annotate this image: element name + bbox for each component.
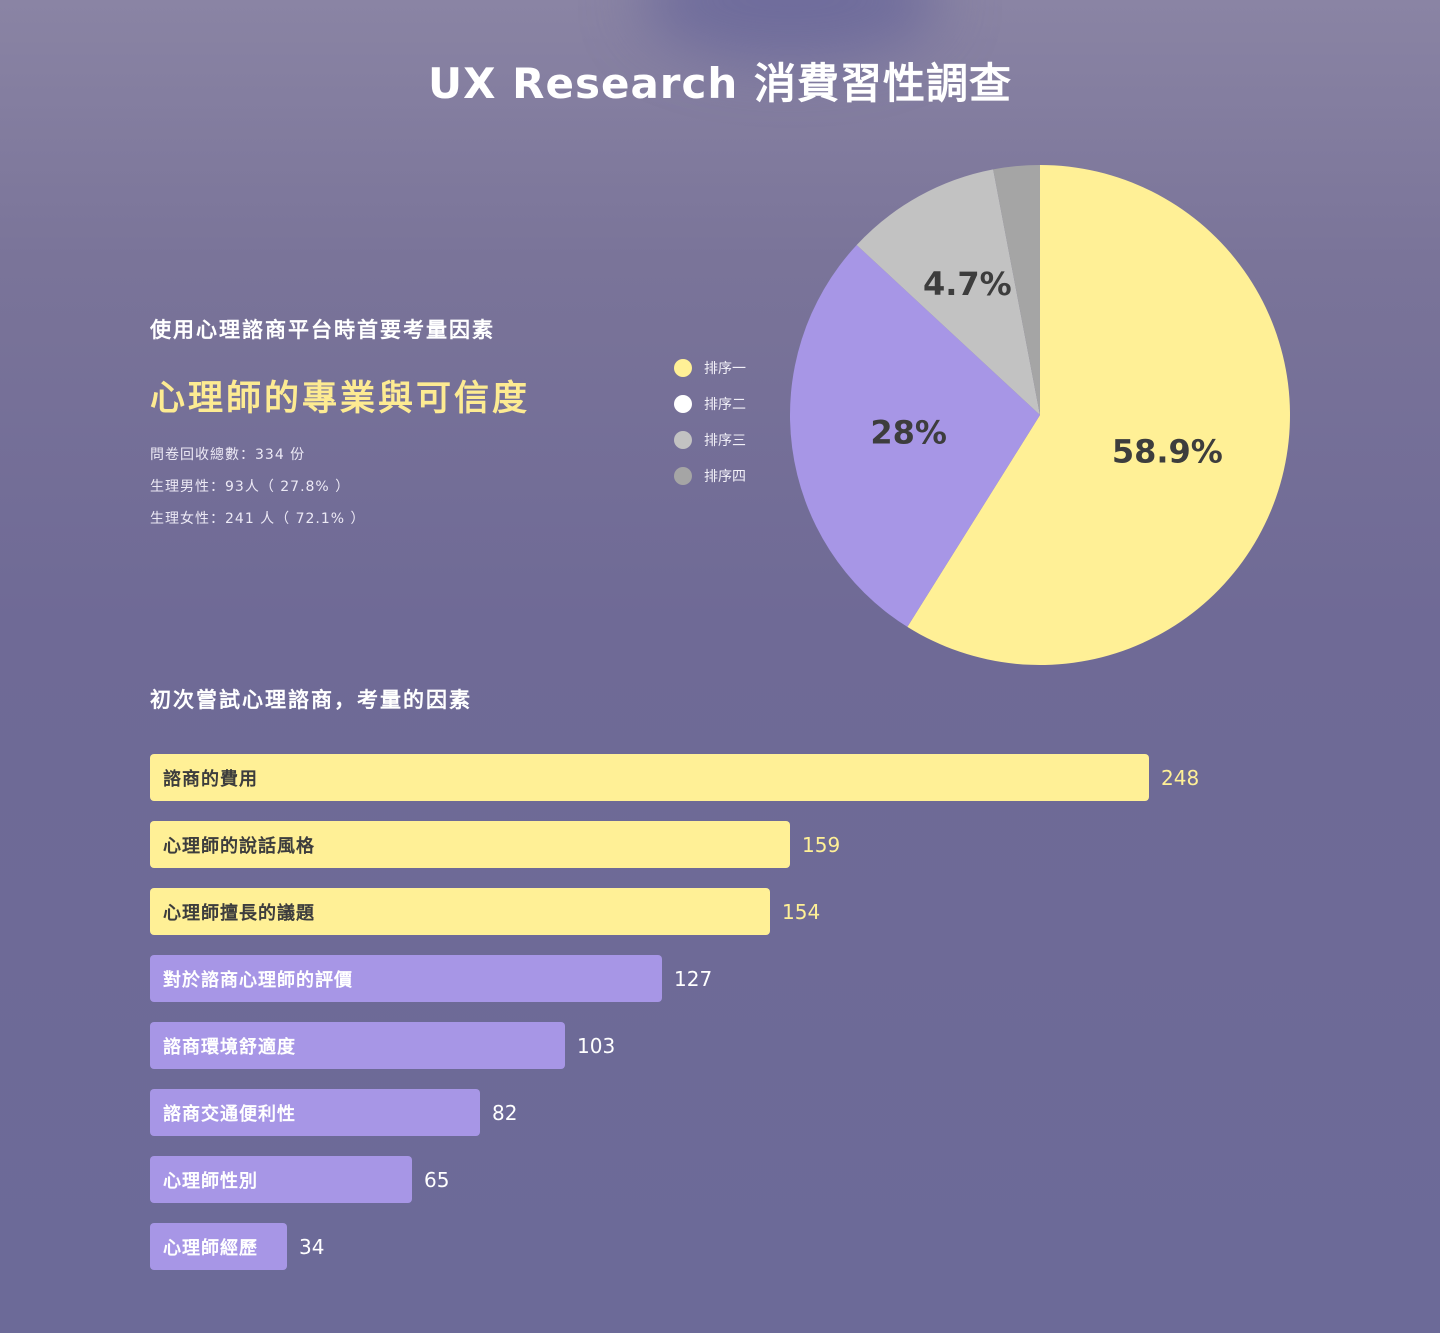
legend-item: 排序四 xyxy=(674,458,746,494)
survey-total: 問卷回收總數：334 份 xyxy=(150,447,306,463)
bar-row: 心理師擅長的議題 154 xyxy=(150,888,820,935)
legend-item: 排序三 xyxy=(674,422,746,458)
bar: 諮商環境舒適度 xyxy=(150,1022,565,1069)
bar-row: 心理師性別 65 xyxy=(150,1156,449,1203)
legend-label: 排序四 xyxy=(704,469,746,485)
bar-row: 諮商環境舒適度 103 xyxy=(150,1022,615,1069)
bar-value-label: 159 xyxy=(802,832,841,857)
pie-slice xyxy=(907,165,1290,665)
bar: 心理師性別 xyxy=(150,1156,412,1203)
question-1-answer: 心理師的專業與可信度 xyxy=(150,379,531,419)
legend-dot xyxy=(674,395,692,413)
legend-item: 排序二 xyxy=(674,386,746,422)
bar: 諮商交通便利性 xyxy=(150,1089,480,1136)
bar-value-label: 82 xyxy=(492,1100,518,1125)
question-2-label: 初次嘗試心理諮商，考量的因素 xyxy=(150,688,472,712)
legend-dot xyxy=(674,359,692,377)
bar-value-label: 127 xyxy=(674,966,713,991)
bar-row: 對於諮商心理師的評價 127 xyxy=(150,955,712,1002)
bar: 諮商的費用 xyxy=(150,754,1149,801)
bar-row: 諮商的費用 248 xyxy=(150,754,1199,801)
bar-value-label: 65 xyxy=(424,1167,450,1192)
bar: 對於諮商心理師的評價 xyxy=(150,955,662,1002)
bar: 心理師經歷 xyxy=(150,1223,287,1270)
bar-row: 心理師經歷 34 xyxy=(150,1223,324,1270)
pie-slice xyxy=(790,245,1040,627)
pie-legend: 排序一 排序二 排序三 排序四 xyxy=(674,350,746,494)
page-title: UX Research 消費習性調查 xyxy=(428,59,1012,108)
legend-item: 排序一 xyxy=(674,350,746,386)
bar: 心理師擅長的議題 xyxy=(150,888,770,935)
survey-female: 生理女性：241 人（ 72.1% ） xyxy=(150,511,366,527)
pie-slice xyxy=(993,165,1040,415)
bar-value-label: 103 xyxy=(577,1033,616,1058)
pie-slice xyxy=(856,169,1040,415)
pie-chart: 58.9% 28% 4.7% xyxy=(790,165,1290,665)
pie-slice-label: 58.9% xyxy=(1112,433,1223,471)
bar-row: 心理師的說話風格 159 xyxy=(150,821,840,868)
legend-label: 排序三 xyxy=(704,433,746,449)
legend-label: 排序二 xyxy=(704,397,746,413)
bar-value-label: 154 xyxy=(782,899,821,924)
bar-value-label: 248 xyxy=(1161,765,1200,790)
legend-dot xyxy=(674,467,692,485)
bar-value-label: 34 xyxy=(299,1234,325,1259)
legend-dot xyxy=(674,431,692,449)
question-1-label: 使用心理諮商平台時首要考量因素 xyxy=(150,318,495,342)
survey-male: 生理男性：93人（ 27.8% ） xyxy=(150,479,351,495)
legend-label: 排序一 xyxy=(704,361,746,377)
pie-annotation: 4.7% xyxy=(923,265,1012,303)
bar-row: 諮商交通便利性 82 xyxy=(150,1089,517,1136)
pie-slice-label: 28% xyxy=(870,413,947,451)
bar: 心理師的說話風格 xyxy=(150,821,790,868)
